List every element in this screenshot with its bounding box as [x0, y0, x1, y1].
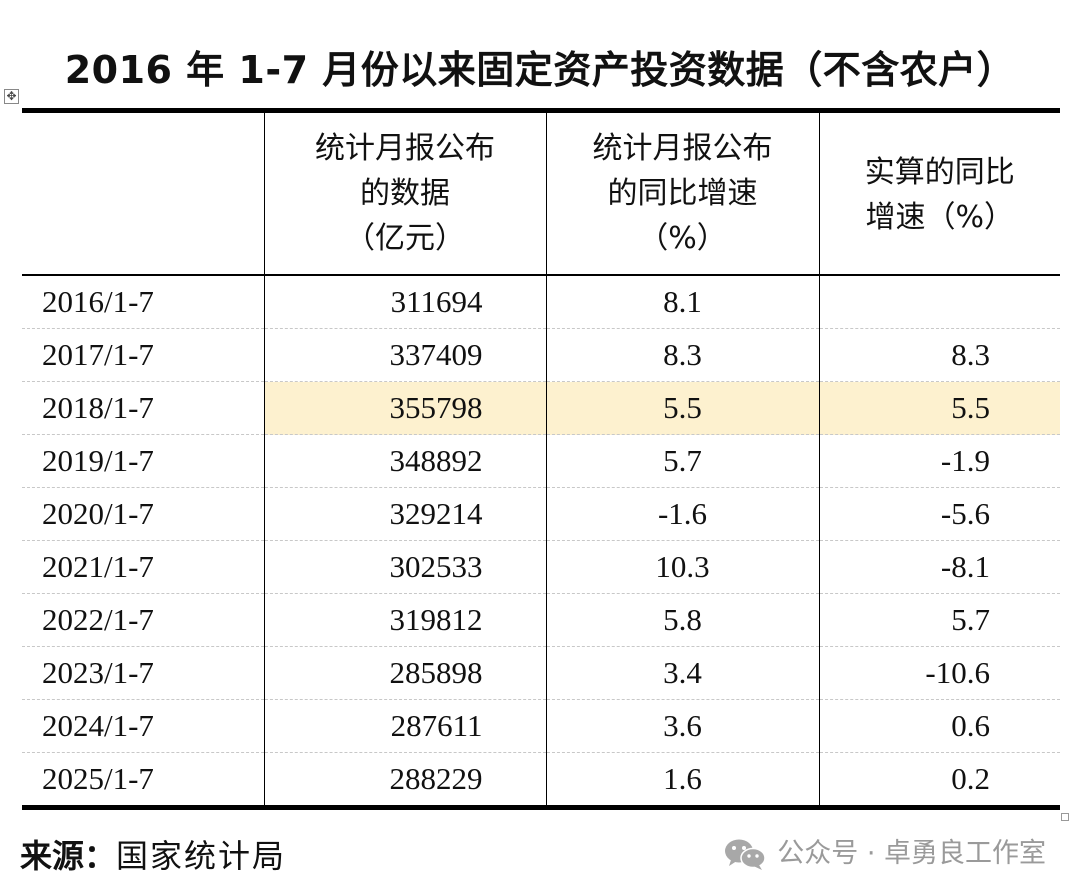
cell-reported-growth: 5.7: [545, 434, 820, 488]
watermark: 公众号 · 卓勇良工作室: [723, 830, 1046, 878]
cell-computed-growth: 5.7: [818, 593, 1060, 647]
cell-amount: 311694: [263, 274, 547, 329]
cell-reported-growth: 8.1: [545, 274, 820, 329]
cell-amount: 348892: [263, 434, 547, 488]
cell-computed-growth: -8.1: [818, 540, 1060, 594]
table-row: 2016/1-7 311694 8.1: [22, 274, 1060, 329]
source-note: 来源：国家统计局: [20, 832, 286, 880]
table-resize-handle[interactable]: [1061, 813, 1069, 821]
table-row: 2018/1-7 355798 5.5 5.5: [22, 381, 1060, 435]
header-computed-growth: 实算的同比 增速（%）: [818, 110, 1060, 276]
wechat-icon: [725, 839, 766, 870]
source-value: 国家统计局: [116, 837, 287, 875]
header-period: [22, 110, 265, 276]
cell-computed-growth: -5.6: [818, 487, 1060, 541]
header-amount: 统计月报公布 的数据 （亿元）: [263, 110, 547, 276]
table-row: 2022/1-7 319812 5.8 5.7: [22, 593, 1060, 647]
cell-computed-growth: [818, 274, 1060, 329]
cell-computed-growth: -1.9: [818, 434, 1060, 488]
cell-period: 2019/1-7: [22, 434, 265, 488]
cell-computed-growth: 0.6: [818, 699, 1060, 753]
cell-amount: 329214: [263, 487, 547, 541]
cell-period: 2025/1-7: [22, 752, 265, 808]
cell-reported-growth: 5.5: [545, 381, 820, 435]
cell-amount: 288229: [263, 752, 547, 808]
cell-computed-growth: 8.3: [818, 328, 1060, 382]
cell-amount: 355798: [263, 381, 547, 435]
cell-period: 2024/1-7: [22, 699, 265, 753]
cell-amount: 285898: [263, 646, 547, 700]
cell-period: 2017/1-7: [22, 328, 265, 382]
cell-computed-growth: 0.2: [818, 752, 1060, 808]
cell-period: 2020/1-7: [22, 487, 265, 541]
investment-table: 统计月报公布 的数据 （亿元） 统计月报公布 的同比增速 （%） 实算的同比 增…: [22, 108, 1060, 810]
table-row: 2020/1-7 329214 -1.6 -5.6: [22, 487, 1060, 541]
table-move-handle[interactable]: ✥: [4, 89, 19, 104]
cell-amount: 287611: [263, 699, 547, 753]
cell-reported-growth: 1.6: [545, 752, 820, 808]
source-label: 来源：: [20, 837, 117, 875]
table-row: 2017/1-7 337409 8.3 8.3: [22, 328, 1060, 382]
cell-reported-growth: -1.6: [545, 487, 820, 541]
cell-period: 2022/1-7: [22, 593, 265, 647]
table-row: 2025/1-7 288229 1.6 0.2: [22, 752, 1060, 808]
table-row: 2019/1-7 348892 5.7 -1.9: [22, 434, 1060, 488]
cell-amount: 337409: [263, 328, 547, 382]
header-reported-growth: 统计月报公布 的同比增速 （%）: [545, 110, 820, 276]
table-row: 2024/1-7 287611 3.6 0.6: [22, 699, 1060, 753]
move-icon: ✥: [6, 89, 17, 103]
cell-period: 2016/1-7: [22, 274, 265, 329]
page-title: 2016 年 1-7 月份以来固定资产投资数据（不含农户）: [64, 48, 1016, 92]
cell-period: 2018/1-7: [22, 381, 265, 435]
cell-reported-growth: 8.3: [545, 328, 820, 382]
table-header-row: 统计月报公布 的数据 （亿元） 统计月报公布 的同比增速 （%） 实算的同比 增…: [22, 110, 1060, 276]
cell-amount: 319812: [263, 593, 547, 647]
table-row: 2021/1-7 302533 10.3 -8.1: [22, 540, 1060, 594]
cell-period: 2021/1-7: [22, 540, 265, 594]
cell-amount: 302533: [263, 540, 547, 594]
cell-reported-growth: 3.4: [545, 646, 820, 700]
cell-reported-growth: 10.3: [545, 540, 820, 594]
watermark-text: 公众号 · 卓勇良工作室: [777, 838, 1046, 869]
table-body: 2016/1-7 311694 8.1 2017/1-7 337409 8.3 8.3 201…: [22, 274, 1060, 808]
cell-reported-growth: 5.8: [545, 593, 820, 647]
table-row: 2023/1-7 285898 3.4 -10.6: [22, 646, 1060, 700]
cell-period: 2023/1-7: [22, 646, 265, 700]
cell-computed-growth: -10.6: [818, 646, 1060, 700]
cell-reported-growth: 3.6: [545, 699, 820, 753]
cell-computed-growth: 5.5: [818, 381, 1060, 435]
